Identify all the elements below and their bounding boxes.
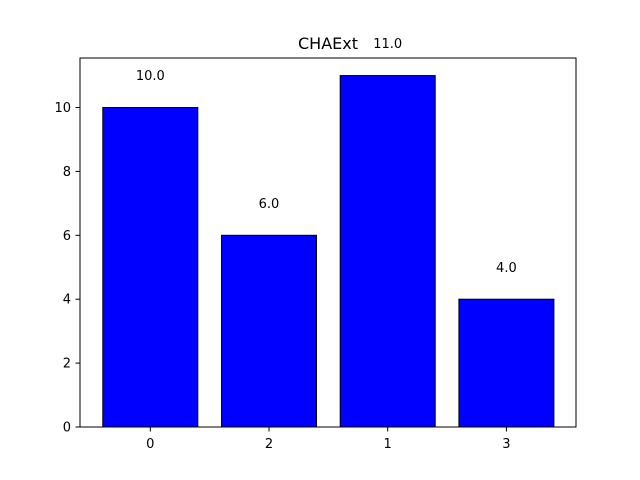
bar-1 [339,75,436,428]
y-axis: 0 2 4 6 8 10 [54,101,80,436]
y-tick-label: 10 [54,101,71,116]
y-tick-label: 8 [63,165,71,180]
data-label-0: 10.0 [136,69,165,84]
data-label-3: 4.0 [496,261,517,276]
data-label-1: 11.0 [373,37,402,52]
x-tick-label: 1 [384,437,392,452]
y-tick-label: 2 [63,357,71,372]
y-tick-label: 4 [63,293,71,308]
data-labels-layer: 10.0 6.0 11.0 4.0 [136,37,517,276]
bars-layer [102,75,555,428]
x-tick-label: 0 [146,437,154,452]
bar-3 [458,298,555,428]
data-label-2: 6.0 [259,197,280,212]
y-tick-label: 0 [63,421,71,436]
x-axis: 0 2 1 3 [146,427,511,452]
x-tick-label: 3 [502,437,510,452]
bar-0 [102,107,199,428]
x-tick-label: 2 [265,437,273,452]
bar-2 [221,234,317,428]
plot-frame [79,57,577,428]
y-tick-label: 6 [63,229,71,244]
chart-title: CHAExt [298,34,358,53]
